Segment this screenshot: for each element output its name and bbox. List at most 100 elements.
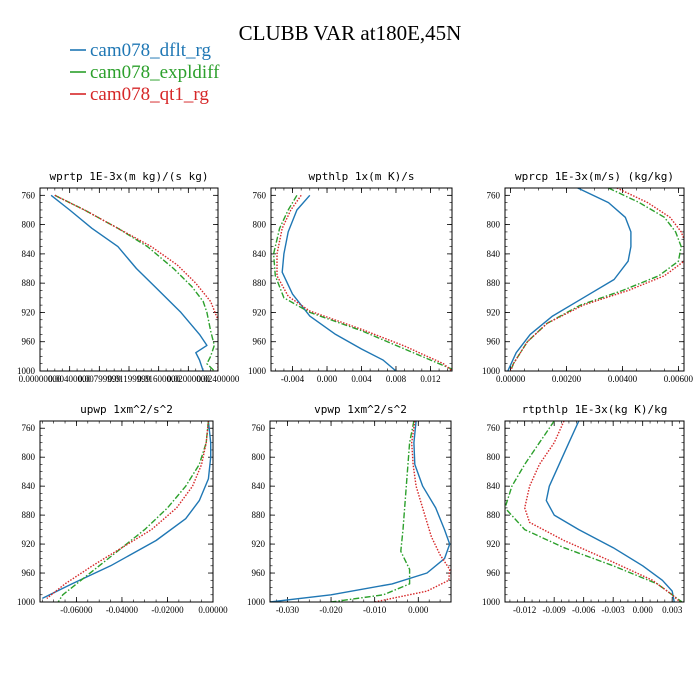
series-line-cam078_expldiff xyxy=(331,421,415,602)
y-tick-label: 880 xyxy=(487,510,501,520)
x-tick-label: 0.003 xyxy=(662,605,683,615)
y-tick-label: 920 xyxy=(253,307,267,317)
chart-panel: rtpthlp 1E-3x(kg K)/kg 760 800 840 880 920 960… xyxy=(482,403,685,615)
y-tick-label: 960 xyxy=(487,337,501,347)
y-tick-label: 1000 xyxy=(17,597,36,607)
legend-entry: cam078_dflt_rg xyxy=(90,40,212,61)
panel-title: wpthlp 1x(m K)/s xyxy=(309,170,415,183)
y-tick-label: 1000 xyxy=(482,366,501,376)
x-tick-label: 0.01199999 xyxy=(108,374,151,384)
series-line-cam078_dflt_rg xyxy=(281,194,397,371)
y-tick-label: 760 xyxy=(487,423,501,433)
x-tick-label: -0.003 xyxy=(602,605,626,615)
y-tick-label: 920 xyxy=(22,307,36,317)
y-tick-label: 800 xyxy=(487,452,501,462)
x-tick-label: -0.004 xyxy=(281,374,305,384)
series-line-cam078_dflt_rg xyxy=(545,421,675,602)
series-line-cam078_qt1_rg xyxy=(374,421,451,602)
x-tick-label: 0.00200 xyxy=(552,374,582,384)
x-tick-label: -0.06000 xyxy=(60,605,93,615)
y-tick-label: 760 xyxy=(22,190,36,200)
x-tick-label: 0.000 xyxy=(633,605,654,615)
series-line-cam078_qt1_rg xyxy=(509,188,684,371)
y-tick-label: 800 xyxy=(22,452,36,462)
y-tick-label: 840 xyxy=(252,481,266,491)
x-tick-label: 0.02400000 xyxy=(197,374,240,384)
x-tick-label: 0.00000000 xyxy=(19,374,62,384)
x-tick-label: 0.00400 xyxy=(608,374,638,384)
series-line-cam078_expldiff xyxy=(272,194,452,370)
x-tick-label: -0.02000 xyxy=(151,605,184,615)
y-tick-label: 880 xyxy=(252,510,266,520)
panel-title: wprcp 1E-3x(m/s) (kg/kg) xyxy=(515,170,674,183)
y-tick-label: 960 xyxy=(22,337,36,347)
y-tick-label: 840 xyxy=(22,481,36,491)
y-tick-label: 920 xyxy=(487,539,501,549)
x-tick-label: 0.004 xyxy=(351,374,372,384)
x-tick-label: 0.000 xyxy=(408,605,429,615)
plot-frame xyxy=(504,420,685,603)
series-line-cam078_qt1_rg xyxy=(276,194,452,371)
x-tick-label: -0.030 xyxy=(276,605,300,615)
x-tick-label: -0.006 xyxy=(572,605,596,615)
series-line-cam078_expldiff xyxy=(509,188,682,371)
chart-panel: wpthlp 1x(m K)/s 760 800 840 880 920 960 1000 -0… xyxy=(248,170,453,384)
chart-panel: vpwp 1xm^2/s^2 760 800 840 880 920 960 1000 -0.0… xyxy=(247,403,452,615)
x-tick-label: -0.020 xyxy=(319,605,343,615)
series-line-cam078_dflt_rg xyxy=(507,188,632,371)
plot-frame xyxy=(39,187,219,372)
chart-panel: upwp 1xm^2/s^2 760 800 840 880 920 960 1000 -0.0… xyxy=(17,403,228,615)
y-tick-label: 760 xyxy=(22,423,36,433)
y-tick-label: 960 xyxy=(487,568,501,578)
y-tick-label: 840 xyxy=(253,249,267,259)
y-tick-label: 840 xyxy=(22,249,36,259)
chart-panel: wprtp 1E-3x(m kg)/(s kg) 760 800 840 880 920 9… xyxy=(17,170,240,384)
panel-title: rtpthlp 1E-3x(kg K)/kg xyxy=(522,403,668,416)
y-tick-label: 760 xyxy=(252,423,266,433)
y-tick-label: 760 xyxy=(253,190,267,200)
x-tick-label: 0.00799999 xyxy=(78,374,121,384)
y-tick-label: 1000 xyxy=(17,366,36,376)
plot-frame xyxy=(269,420,452,603)
x-tick-label: 0.012 xyxy=(420,374,440,384)
plot-frame xyxy=(39,420,214,603)
y-tick-label: 800 xyxy=(487,220,501,230)
y-tick-label: 880 xyxy=(487,278,501,288)
series-line-cam078_qt1_rg xyxy=(46,421,210,599)
y-tick-label: 880 xyxy=(22,510,36,520)
y-tick-label: 960 xyxy=(253,337,267,347)
x-tick-label: 0.00000 xyxy=(496,374,526,384)
panel-title: wprtp 1E-3x(m kg)/(s kg) xyxy=(50,170,209,183)
x-tick-label: 0.00400000 xyxy=(48,374,91,384)
legend: cam078_dflt_rgcam078_expldiffcam078_qt1_… xyxy=(70,40,220,105)
y-tick-label: 880 xyxy=(253,278,267,288)
series-line-cam078_expldiff xyxy=(505,421,683,602)
legend-entry: cam078_expldiff xyxy=(90,62,220,83)
y-tick-label: 800 xyxy=(252,452,266,462)
series-line-cam078_expldiff xyxy=(54,194,215,371)
x-tick-label: 0.01600000 xyxy=(137,374,180,384)
y-tick-label: 960 xyxy=(22,568,36,578)
y-tick-label: 800 xyxy=(22,220,36,230)
y-tick-label: 760 xyxy=(487,190,501,200)
x-tick-label: 0.000 xyxy=(317,374,338,384)
series-line-cam078_qt1_rg xyxy=(524,421,681,602)
chart-title: CLUBB VAR at180E,45N xyxy=(239,21,462,45)
x-tick-label: -0.012 xyxy=(513,605,536,615)
chart-panels: wprtp 1E-3x(m kg)/(s kg) 760 800 840 880 920 9… xyxy=(17,170,694,615)
y-tick-label: 920 xyxy=(22,539,36,549)
y-tick-label: 880 xyxy=(22,278,36,288)
y-tick-label: 1000 xyxy=(247,597,266,607)
plot-frame xyxy=(270,187,453,372)
series-line-cam078_dflt_rg xyxy=(270,421,451,602)
y-tick-label: 960 xyxy=(252,568,266,578)
y-tick-label: 920 xyxy=(487,307,501,317)
x-tick-label: -0.010 xyxy=(363,605,387,615)
y-tick-label: 800 xyxy=(253,220,267,230)
x-tick-label: 0.00600 xyxy=(664,374,694,384)
plot-frame xyxy=(504,187,685,372)
series-line-cam078_expldiff xyxy=(57,421,210,602)
series-line-cam078_dflt_rg xyxy=(41,421,212,600)
x-tick-label: 0.00000 xyxy=(198,605,228,615)
